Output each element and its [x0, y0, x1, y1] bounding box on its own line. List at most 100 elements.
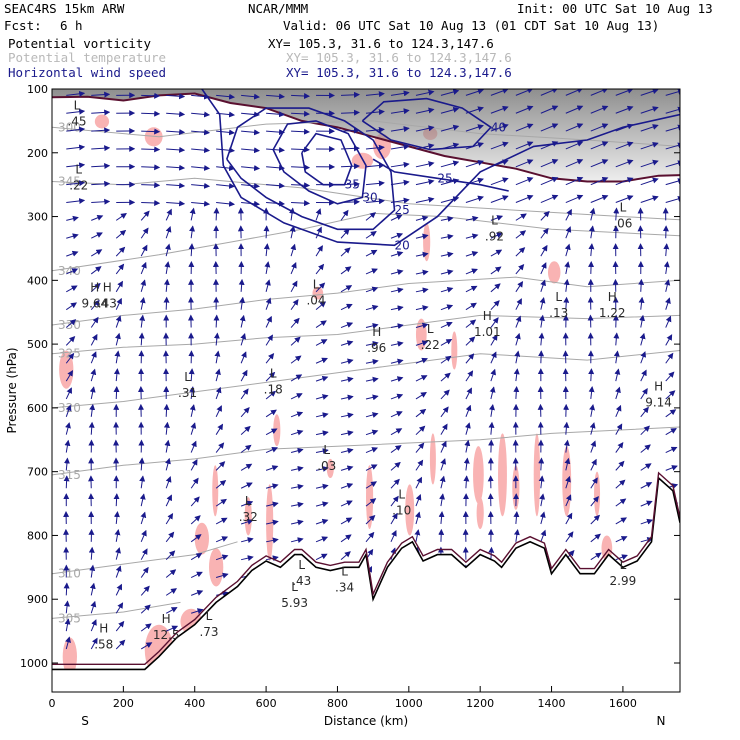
wind-arrow-486: [340, 430, 354, 437]
wind-arrow-170: [565, 194, 584, 203]
wind-arrow-620: [565, 512, 573, 525]
pv-label-kind-18: L: [298, 558, 305, 572]
wind-arrow-530: [190, 459, 198, 471]
wind-arrow-181: [213, 207, 220, 221]
pv-shade-patch-21: [244, 497, 252, 536]
wind-arrow-153: [141, 199, 161, 206]
wind-arrow-265: [440, 269, 454, 276]
wind-arrow-411: [340, 376, 354, 383]
wind-arrow-529: [165, 457, 171, 471]
wind-arrow-300: [65, 302, 77, 311]
wind-arrow-235: [315, 245, 323, 257]
wind-arrow-80: [191, 147, 211, 154]
wind-arrow-580: [190, 496, 200, 507]
wind-arrow-69: [540, 123, 559, 132]
wind-arrow-546: [590, 458, 597, 471]
wind-arrow-459: [290, 411, 304, 418]
wind-arrow-145: [565, 176, 584, 186]
wind-arrow-66: [465, 124, 484, 132]
wind-arrow-636: [340, 534, 352, 543]
pv-shade-patch-12: [473, 446, 484, 504]
wind-arrow-237: [365, 249, 378, 257]
wind-arrow-407: [240, 369, 248, 382]
wind-arrow-660: [315, 553, 328, 561]
wind-arrow-387: [365, 358, 379, 365]
wind-arrow-41: [465, 106, 484, 114]
wind-arrow-632: [240, 537, 254, 543]
wind-arrow-621: [590, 514, 601, 525]
wind-arrow-618: [513, 511, 520, 525]
wind-contour-0: [226, 107, 396, 231]
wind-arrow-619: [539, 511, 546, 525]
wind-arrow-65: [440, 124, 460, 132]
wind-arrow-328: [139, 314, 146, 328]
wind-arrow-177: [115, 213, 127, 221]
wind-arrow-480: [190, 422, 197, 435]
theta-contour-label-0: 300: [58, 120, 81, 134]
wind-arrow-42: [490, 105, 509, 114]
wind-arrow-28: [141, 110, 161, 117]
wind-arrow-202: [115, 229, 127, 239]
wind-arrow-672: [615, 554, 628, 561]
wind-arrow-590: [439, 493, 446, 507]
wind-arrow-610: [315, 518, 329, 525]
wind-arrow-775: [65, 636, 71, 650]
pv-label-kind-9: H: [483, 309, 492, 323]
wind-arrow-173: [640, 195, 659, 203]
pv-label-value-12: 9.14: [645, 395, 672, 409]
wind-arrow-454: [163, 403, 170, 417]
wind-arrow-701: [89, 582, 96, 596]
wind-arrow-298: [638, 278, 645, 292]
pv-shade-patch-27: [209, 548, 224, 587]
wind-arrow-97: [615, 141, 634, 150]
wind-arrow-439: [415, 392, 427, 400]
wind-arrow-382: [240, 351, 247, 364]
wind-arrow-86: [341, 145, 361, 152]
wind-arrow-242: [490, 249, 503, 257]
wind-arrow-227: [115, 246, 126, 257]
wind-arrow-426: [89, 386, 96, 400]
wind-arrow-172: [615, 195, 634, 203]
wind-arrow-350: [65, 335, 76, 346]
wind-arrow-292: [490, 283, 501, 293]
wind-arrow-367: [490, 334, 498, 346]
wind-arrow-513: [390, 445, 402, 453]
wind-arrow-25: [66, 108, 86, 115]
wind-arrow-270: [564, 261, 571, 275]
wind-arrow-751: [90, 619, 97, 632]
wind-arrow-301: [90, 299, 100, 310]
wind-arrow-726: [90, 600, 97, 614]
wind-arrow-249: [663, 243, 670, 257]
wind-arrow-562: [365, 481, 377, 489]
pv-shade-patch-8: [312, 286, 324, 300]
wind-arrow-333: [265, 315, 272, 328]
wind-arrow-389: [415, 357, 428, 364]
wind-arrow-431: [215, 386, 222, 400]
wind-arrow-515: [440, 440, 447, 453]
wind-arrow-587: [365, 498, 377, 507]
wind-arrow-266: [465, 268, 478, 275]
wind-arrow-638: [390, 529, 397, 543]
wind-arrow-343: [515, 315, 522, 328]
theta-contour-1: [52, 177, 680, 221]
wind-arrow-399: [665, 352, 674, 364]
wind-arrow-195: [565, 208, 572, 221]
wind-arrow-680: [190, 571, 203, 578]
wind-arrow-531: [215, 461, 226, 471]
wind-arrow-120: [565, 158, 584, 168]
theta-contour-label-7: 310: [58, 567, 81, 581]
wind-arrow-129: [166, 182, 186, 189]
wind-arrow-384: [290, 355, 302, 364]
wind-arrow-400: [65, 369, 74, 382]
pv-label-kind-4: L: [184, 370, 191, 384]
theta-contour-4: [52, 314, 680, 355]
pv-shade-patch-24: [405, 484, 415, 536]
wind-arrow-87: [365, 144, 385, 151]
wind-arrow-212: [365, 231, 377, 239]
wind-arrow-647: [615, 536, 628, 543]
wind-arrow-246: [588, 243, 595, 257]
x-tick-label-8: 1600: [609, 697, 637, 710]
pv-label-value-17: .10: [392, 504, 411, 518]
wind-arrow-376: [90, 351, 97, 364]
wind-arrow-434: [290, 393, 303, 400]
